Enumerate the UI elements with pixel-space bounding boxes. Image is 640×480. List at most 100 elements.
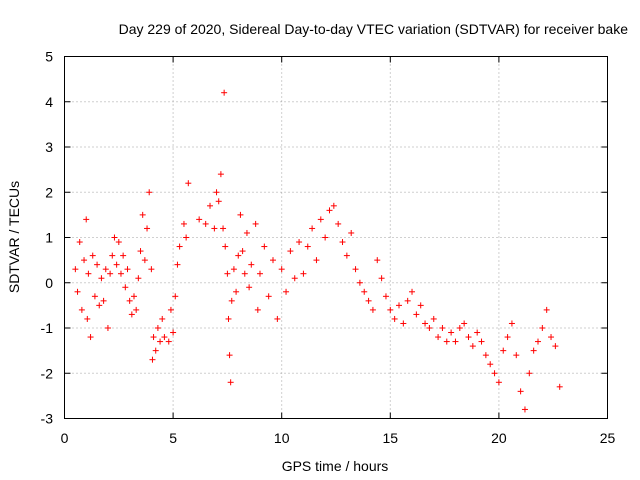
data-point bbox=[215, 198, 222, 205]
data-point bbox=[81, 257, 88, 264]
y-tick-label: 1 bbox=[45, 230, 53, 246]
data-point bbox=[107, 270, 114, 277]
chart-grid bbox=[64, 56, 608, 419]
data-point bbox=[254, 306, 261, 313]
y-tick-label: -3 bbox=[41, 411, 54, 427]
data-point bbox=[222, 243, 229, 250]
data-point bbox=[85, 270, 92, 277]
data-point bbox=[144, 225, 151, 232]
x-tick-label: 5 bbox=[169, 430, 177, 446]
data-point bbox=[78, 306, 85, 313]
data-point bbox=[339, 239, 346, 246]
data-point bbox=[461, 320, 468, 327]
data-point bbox=[135, 275, 142, 282]
data-point bbox=[417, 302, 424, 309]
x-tick-labels: 0 5 10 15 20 25 bbox=[61, 430, 616, 446]
data-point bbox=[165, 338, 172, 345]
y-tick-label: -1 bbox=[41, 320, 54, 336]
data-point bbox=[543, 306, 550, 313]
y-tick-label: 0 bbox=[45, 275, 53, 291]
data-point bbox=[491, 370, 498, 377]
data-point bbox=[482, 352, 489, 359]
data-point bbox=[409, 288, 416, 295]
x-tick-label: 10 bbox=[274, 430, 290, 446]
data-point bbox=[196, 216, 203, 223]
data-point bbox=[159, 315, 166, 322]
data-point bbox=[378, 275, 385, 282]
data-point bbox=[213, 189, 220, 196]
data-point bbox=[352, 266, 359, 273]
plot-frame bbox=[64, 56, 608, 419]
data-point bbox=[226, 352, 233, 359]
data-point bbox=[382, 293, 389, 300]
data-point bbox=[552, 343, 559, 350]
y-tick-label: 5 bbox=[45, 49, 53, 65]
data-point bbox=[227, 379, 234, 386]
data-point bbox=[530, 347, 537, 354]
data-point bbox=[225, 315, 232, 322]
data-point bbox=[283, 288, 290, 295]
data-point bbox=[104, 325, 111, 331]
data-point bbox=[241, 270, 248, 277]
data-point bbox=[439, 325, 446, 331]
data-points bbox=[72, 89, 563, 413]
y-tick-label: -2 bbox=[41, 365, 54, 381]
data-point bbox=[395, 302, 402, 309]
data-point bbox=[448, 329, 455, 336]
data-point bbox=[72, 266, 79, 273]
data-point bbox=[452, 338, 459, 345]
data-point bbox=[500, 347, 507, 354]
data-point bbox=[94, 261, 101, 268]
axis-ticks bbox=[64, 56, 608, 419]
data-point bbox=[426, 325, 433, 331]
data-point bbox=[228, 297, 235, 304]
data-point bbox=[556, 383, 563, 390]
data-point bbox=[443, 338, 450, 345]
data-point bbox=[115, 239, 122, 246]
data-point bbox=[296, 239, 303, 246]
x-tick-label: 20 bbox=[491, 430, 507, 446]
data-point bbox=[243, 229, 250, 236]
data-point bbox=[435, 334, 442, 341]
data-point bbox=[235, 252, 242, 259]
data-point bbox=[374, 257, 381, 264]
data-point bbox=[508, 320, 515, 327]
data-point bbox=[102, 266, 109, 273]
data-point bbox=[474, 329, 481, 336]
data-point bbox=[369, 306, 376, 313]
data-point bbox=[313, 257, 320, 264]
data-point bbox=[87, 334, 94, 341]
data-point bbox=[139, 211, 146, 218]
data-point bbox=[152, 347, 159, 354]
data-point bbox=[465, 334, 472, 341]
data-point bbox=[513, 352, 520, 359]
data-point bbox=[150, 334, 157, 341]
data-point bbox=[146, 189, 153, 196]
data-point bbox=[256, 270, 263, 277]
data-point bbox=[469, 343, 476, 350]
data-point bbox=[348, 229, 355, 236]
x-tick-label: 25 bbox=[600, 430, 616, 446]
data-point bbox=[404, 297, 411, 304]
data-point bbox=[91, 293, 98, 300]
data-point bbox=[387, 306, 394, 313]
y-tick-label: 4 bbox=[45, 94, 53, 110]
data-point bbox=[224, 270, 231, 277]
y-axis-label: SDTVAR / TECUs bbox=[6, 181, 22, 293]
data-point bbox=[239, 248, 246, 255]
data-point bbox=[157, 338, 164, 345]
chart-title: Day 229 of 2020, Sidereal Day-to-day VTE… bbox=[119, 21, 629, 37]
data-point bbox=[237, 211, 244, 218]
data-point bbox=[131, 293, 138, 300]
data-point bbox=[548, 334, 555, 341]
data-point bbox=[221, 89, 228, 96]
data-point bbox=[248, 261, 255, 268]
data-point bbox=[128, 311, 135, 318]
data-point bbox=[217, 171, 224, 178]
data-point bbox=[309, 225, 316, 232]
data-point bbox=[74, 288, 81, 295]
data-point bbox=[170, 329, 177, 336]
data-point bbox=[126, 297, 133, 304]
data-point bbox=[180, 220, 187, 227]
data-point bbox=[148, 266, 155, 273]
